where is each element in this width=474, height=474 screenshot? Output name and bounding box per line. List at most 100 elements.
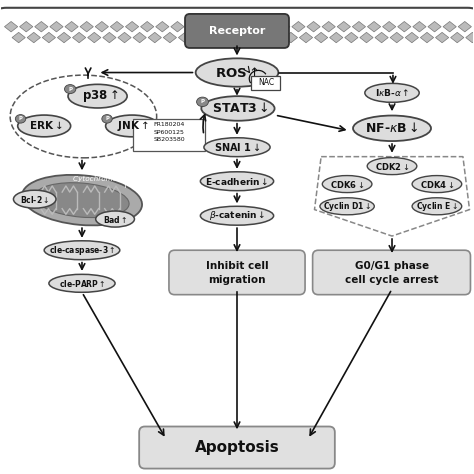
Text: P: P <box>105 116 109 121</box>
Ellipse shape <box>64 84 76 93</box>
Ellipse shape <box>18 115 71 137</box>
Text: STAT3$\downarrow$: STAT3$\downarrow$ <box>212 101 269 116</box>
Polygon shape <box>254 32 267 43</box>
Polygon shape <box>216 21 229 32</box>
Polygon shape <box>209 32 222 43</box>
Ellipse shape <box>367 157 417 174</box>
Text: $\beta$-catenin$\downarrow$: $\beta$-catenin$\downarrow$ <box>209 209 265 222</box>
Ellipse shape <box>196 58 278 87</box>
Polygon shape <box>337 21 350 32</box>
Ellipse shape <box>201 96 274 121</box>
Text: NAC: NAC <box>258 78 274 87</box>
Polygon shape <box>300 32 313 43</box>
Polygon shape <box>360 32 373 43</box>
Polygon shape <box>443 21 456 32</box>
Ellipse shape <box>49 274 115 292</box>
Text: G0/G1 phase: G0/G1 phase <box>355 261 429 271</box>
FancyBboxPatch shape <box>251 76 281 90</box>
Ellipse shape <box>44 241 120 260</box>
Text: CDK6$\downarrow$: CDK6$\downarrow$ <box>330 179 365 190</box>
Text: P: P <box>201 100 204 104</box>
Text: Cyclin D1$\downarrow$: Cyclin D1$\downarrow$ <box>323 200 371 213</box>
FancyBboxPatch shape <box>0 8 474 474</box>
Polygon shape <box>141 21 154 32</box>
Polygon shape <box>186 21 199 32</box>
Ellipse shape <box>106 115 158 137</box>
Text: cle-PARP$\uparrow$: cle-PARP$\uparrow$ <box>59 278 105 289</box>
Polygon shape <box>246 21 260 32</box>
Polygon shape <box>178 32 191 43</box>
Polygon shape <box>110 21 124 32</box>
Polygon shape <box>451 32 464 43</box>
Ellipse shape <box>201 206 273 225</box>
Text: CDK2$\downarrow$: CDK2$\downarrow$ <box>375 161 409 172</box>
Ellipse shape <box>68 84 127 108</box>
Ellipse shape <box>322 175 372 192</box>
Polygon shape <box>307 21 320 32</box>
Polygon shape <box>171 21 184 32</box>
Text: $\uparrow$: $\uparrow$ <box>120 180 129 190</box>
Polygon shape <box>322 21 335 32</box>
Text: Receptor: Receptor <box>209 26 265 36</box>
Polygon shape <box>428 21 441 32</box>
Polygon shape <box>352 21 365 32</box>
Text: Inhibit cell: Inhibit cell <box>206 261 268 271</box>
Polygon shape <box>413 21 426 32</box>
Ellipse shape <box>13 190 56 208</box>
Polygon shape <box>458 21 472 32</box>
Polygon shape <box>27 32 40 43</box>
Polygon shape <box>163 32 176 43</box>
Polygon shape <box>19 21 33 32</box>
Polygon shape <box>156 21 169 32</box>
FancyBboxPatch shape <box>169 250 305 295</box>
Polygon shape <box>262 21 275 32</box>
Polygon shape <box>35 21 48 32</box>
Ellipse shape <box>204 138 270 156</box>
Polygon shape <box>277 21 290 32</box>
Polygon shape <box>80 21 93 32</box>
Text: SP600125: SP600125 <box>154 129 184 135</box>
Ellipse shape <box>353 116 431 141</box>
Ellipse shape <box>102 115 112 123</box>
Ellipse shape <box>197 97 209 107</box>
Ellipse shape <box>201 172 273 191</box>
Text: ROS$\uparrow$: ROS$\uparrow$ <box>215 65 259 80</box>
Polygon shape <box>73 32 86 43</box>
Text: migration: migration <box>208 275 266 285</box>
Polygon shape <box>133 32 146 43</box>
Text: I$\kappa$B-$\alpha$$\uparrow$: I$\kappa$B-$\alpha$$\uparrow$ <box>375 87 410 98</box>
Text: Bcl-2$\downarrow$: Bcl-2$\downarrow$ <box>20 194 50 205</box>
FancyBboxPatch shape <box>313 250 471 295</box>
Text: Cyclin E$\downarrow$: Cyclin E$\downarrow$ <box>416 200 458 213</box>
Ellipse shape <box>96 211 135 227</box>
Polygon shape <box>201 21 214 32</box>
Polygon shape <box>269 32 283 43</box>
Polygon shape <box>420 32 434 43</box>
Text: E-cadherin$\downarrow$: E-cadherin$\downarrow$ <box>205 176 269 187</box>
Polygon shape <box>12 32 25 43</box>
FancyBboxPatch shape <box>139 427 335 469</box>
Text: CDK4$\downarrow$: CDK4$\downarrow$ <box>420 179 454 190</box>
Polygon shape <box>436 32 449 43</box>
Text: Cytochrome C: Cytochrome C <box>73 176 125 182</box>
Polygon shape <box>126 21 139 32</box>
Polygon shape <box>231 21 245 32</box>
Polygon shape <box>95 21 109 32</box>
Text: JNK$\uparrow$: JNK$\uparrow$ <box>117 119 149 133</box>
Polygon shape <box>42 32 55 43</box>
Polygon shape <box>118 32 131 43</box>
Text: P: P <box>68 87 72 91</box>
Ellipse shape <box>412 198 462 215</box>
Text: FR180204: FR180204 <box>153 122 185 128</box>
Polygon shape <box>224 32 237 43</box>
Polygon shape <box>345 32 358 43</box>
Ellipse shape <box>365 83 419 102</box>
Polygon shape <box>466 32 474 43</box>
Text: Bad$\uparrow$: Bad$\uparrow$ <box>103 214 128 225</box>
FancyBboxPatch shape <box>133 119 205 151</box>
FancyBboxPatch shape <box>185 14 289 48</box>
Polygon shape <box>292 21 305 32</box>
Ellipse shape <box>22 175 142 226</box>
Polygon shape <box>398 21 411 32</box>
Polygon shape <box>57 32 71 43</box>
